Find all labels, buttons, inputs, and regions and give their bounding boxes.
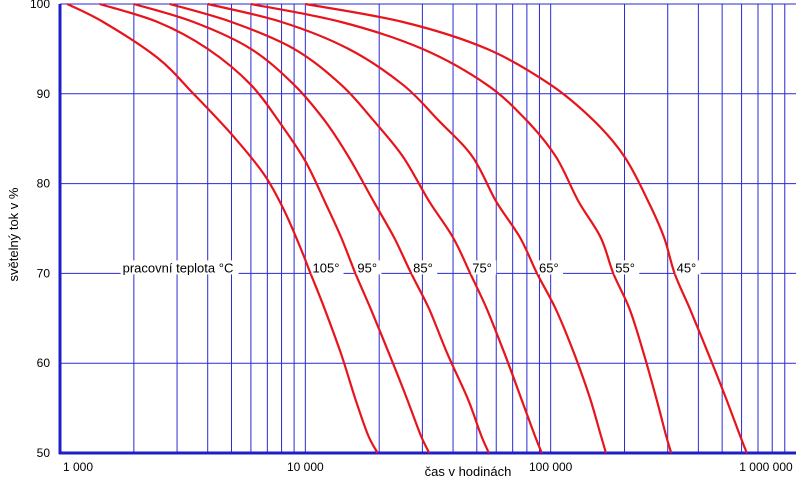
series-label-bg [675, 260, 701, 275]
series-label: 85° [413, 260, 433, 275]
y-tick-label: 80 [37, 177, 51, 191]
series-label: 65° [539, 260, 559, 275]
y-tick-label: 70 [37, 266, 51, 280]
x-tick-label: 100 000 [529, 460, 573, 474]
series-line [66, 3, 379, 454]
series-line [250, 2, 673, 454]
annotation-bg [120, 260, 239, 275]
series-label: 95° [357, 260, 377, 275]
series-label: 75° [472, 260, 492, 275]
grid [60, 3, 796, 454]
series-label-bg [356, 260, 382, 275]
series-label: 45° [677, 260, 697, 275]
series-label-bg [311, 260, 344, 275]
axes [58, 4, 796, 455]
x-tick-label: 10 000 [287, 460, 324, 474]
y-tick-label: 90 [37, 87, 51, 101]
series-line [305, 2, 748, 454]
y-tick-label: 50 [37, 446, 51, 460]
series-line [169, 2, 543, 454]
annotation-label: pracovní teplota °C [123, 260, 234, 275]
series-label: 105° [313, 260, 340, 275]
x-tick-label: 1 000 [63, 460, 93, 474]
x-tick-label: 1 000 000 [739, 460, 793, 474]
y-tick-label: 100 [30, 0, 50, 11]
series-label: 55° [615, 260, 635, 275]
y-axis-label: světelný tok v % [6, 187, 21, 281]
x-axis-label: čas v hodinách [425, 464, 512, 479]
series-label-bg [538, 260, 564, 275]
series-line [207, 2, 607, 454]
series-label-bg [471, 260, 497, 275]
curves [66, 2, 748, 454]
series-label-bg [412, 260, 438, 275]
series-label-bg [614, 260, 640, 275]
series-line [99, 2, 431, 454]
series-line [133, 2, 490, 454]
labels: 50 60 70 80 90 100 1 000 10 000 100 000 1 000 000… [6, 0, 793, 479]
y-tick-label: 60 [37, 356, 51, 370]
